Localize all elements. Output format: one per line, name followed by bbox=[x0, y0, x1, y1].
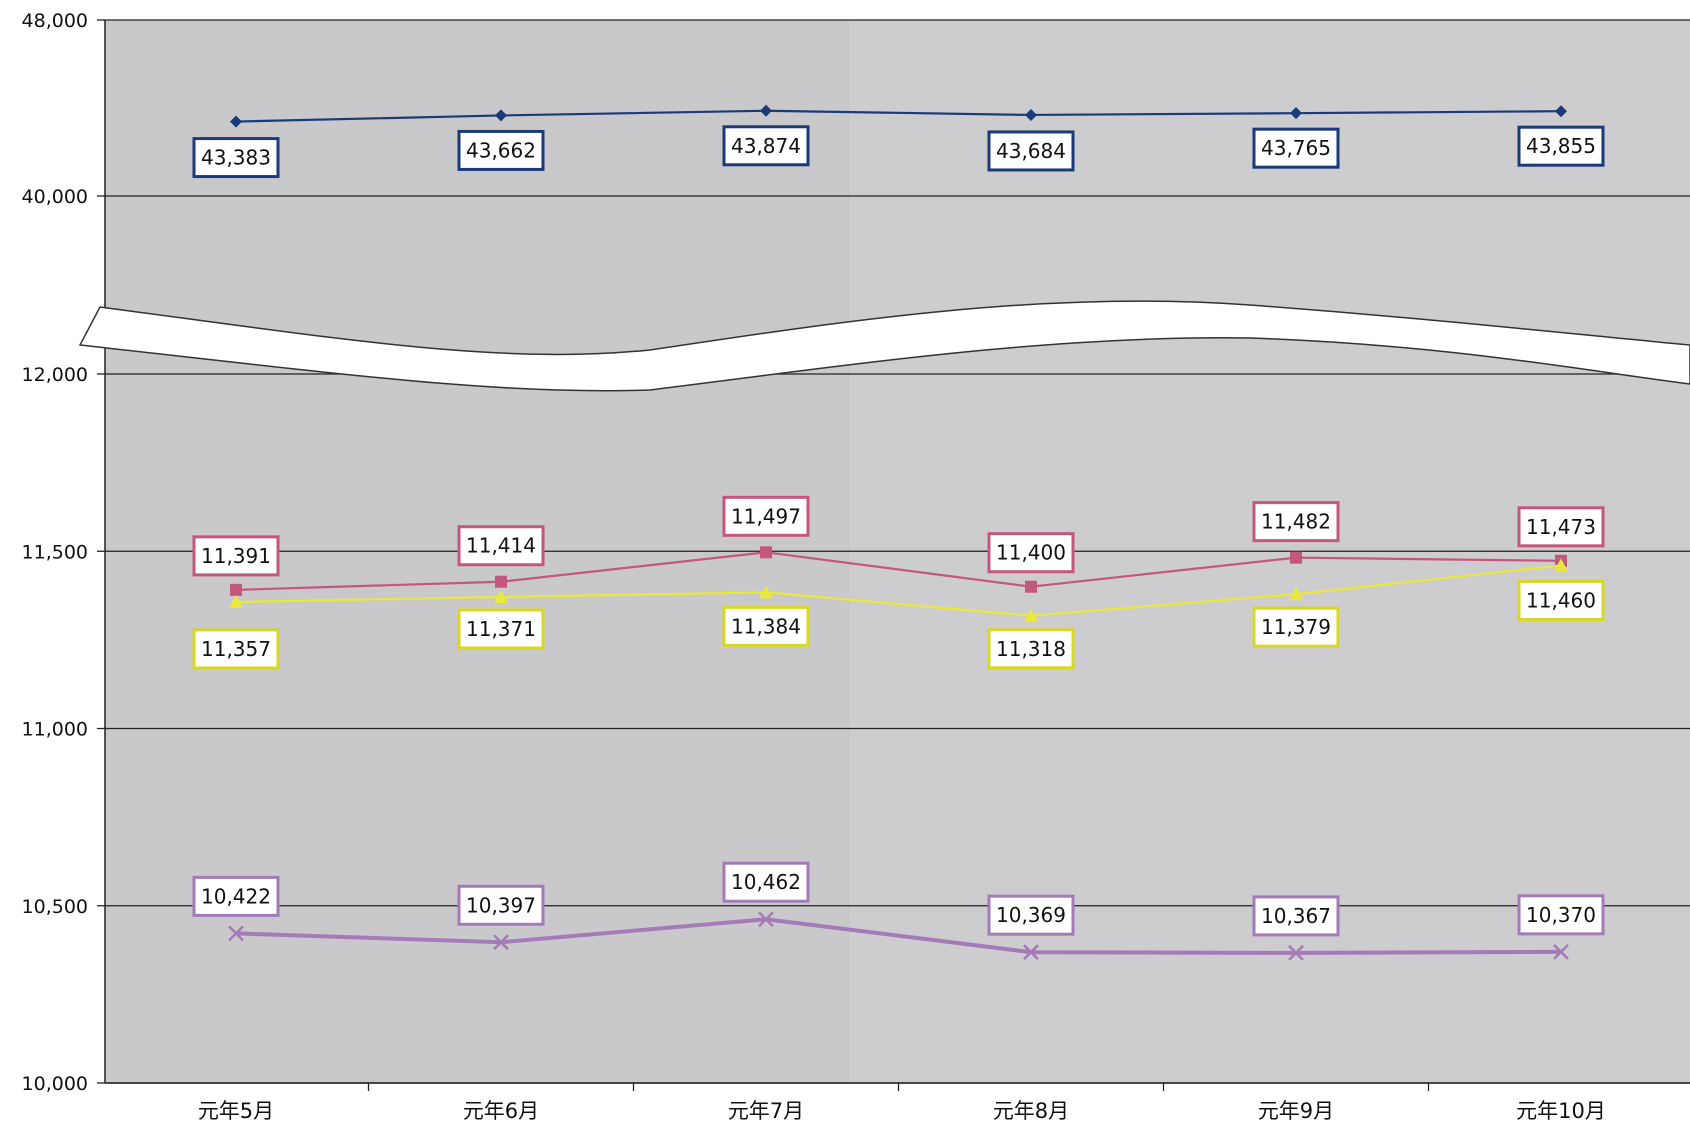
data-point bbox=[495, 109, 507, 122]
data-label-box bbox=[722, 861, 810, 903]
series-2: 11,391 11,414 11,497 11,400 11,482 11,473 bbox=[192, 495, 1605, 596]
series-4: 10,422 10,397 10,462 10,369 10,367 10,370 bbox=[192, 861, 1605, 961]
data-point bbox=[759, 585, 773, 599]
data-label-box bbox=[1252, 127, 1340, 169]
data-label-box bbox=[192, 875, 280, 917]
data-label: 10,369 bbox=[996, 903, 1066, 927]
axes bbox=[97, 19, 1690, 1091]
data-label-box bbox=[1517, 894, 1605, 936]
y-tick-label: 11,000 bbox=[22, 719, 88, 741]
x-tick-labels: 元年5月 元年6月 元年7月 元年8月 元年9月 元年10月 bbox=[198, 1099, 1606, 1123]
series-line bbox=[235, 551, 1562, 591]
axis-break bbox=[78, 300, 1690, 392]
data-point bbox=[1289, 587, 1303, 601]
data-label: 11,391 bbox=[201, 544, 271, 568]
data-point bbox=[1290, 107, 1302, 120]
data-label-box bbox=[457, 608, 545, 650]
data-label-box bbox=[457, 525, 545, 567]
data-label-box bbox=[457, 129, 545, 171]
data-label: 11,318 bbox=[996, 637, 1066, 661]
data-label: 11,357 bbox=[201, 637, 271, 661]
data-point bbox=[230, 115, 242, 128]
data-label-box bbox=[192, 137, 280, 179]
data-point bbox=[1553, 943, 1569, 960]
y-tick-label: 10,000 bbox=[22, 1073, 88, 1095]
data-label: 11,460 bbox=[1526, 588, 1596, 612]
data-label: 43,662 bbox=[466, 138, 536, 162]
data-label: 10,367 bbox=[1261, 904, 1331, 928]
data-point bbox=[1024, 608, 1038, 622]
data-label: 43,874 bbox=[731, 134, 801, 158]
data-label-box bbox=[987, 532, 1075, 574]
series-3: 11,357 11,371 11,384 11,318 11,379 11,460 bbox=[192, 558, 1605, 670]
series-layer: 43,383 43,662 43,874 43,684 43,765 43,855 11,3… bbox=[192, 104, 1605, 961]
data-label: 11,473 bbox=[1526, 515, 1596, 539]
data-label-box bbox=[722, 605, 810, 647]
y-tick-label: 11,500 bbox=[22, 541, 88, 563]
data-point bbox=[494, 589, 508, 603]
x-tick-label: 元年9月 bbox=[1258, 1099, 1334, 1123]
data-point bbox=[1025, 580, 1037, 593]
y-tick-labels: 48,000 40,000 12,000 11,500 11,000 10,500 10,0… bbox=[22, 10, 88, 1095]
data-label: 11,414 bbox=[466, 534, 536, 558]
data-label-box bbox=[1517, 579, 1605, 621]
x-tick-label: 元年5月 bbox=[198, 1099, 274, 1123]
y-tick-label: 12,000 bbox=[22, 364, 88, 386]
data-label-box bbox=[1252, 501, 1340, 543]
series-1: 43,383 43,662 43,874 43,684 43,765 43,855 bbox=[192, 104, 1605, 179]
data-label-box bbox=[722, 125, 810, 167]
series-line bbox=[235, 564, 1562, 617]
data-point bbox=[758, 911, 774, 928]
series-line bbox=[235, 109, 1562, 123]
data-label: 10,370 bbox=[1526, 903, 1596, 927]
data-point bbox=[760, 546, 772, 559]
x-tick-label: 元年8月 bbox=[993, 1099, 1069, 1123]
data-label: 11,400 bbox=[996, 541, 1066, 565]
data-point bbox=[1023, 944, 1039, 961]
data-point bbox=[760, 104, 772, 117]
data-point bbox=[229, 594, 243, 608]
data-label: 43,765 bbox=[1261, 136, 1331, 160]
y-tick-label: 48,000 bbox=[22, 10, 88, 32]
x-tick-label: 元年6月 bbox=[463, 1099, 539, 1123]
data-label-box bbox=[457, 884, 545, 926]
data-point bbox=[228, 925, 244, 942]
data-point bbox=[493, 934, 509, 951]
data-label: 43,684 bbox=[996, 139, 1066, 163]
data-label: 10,422 bbox=[201, 884, 271, 908]
data-point bbox=[1288, 945, 1304, 961]
y-tick-label: 10,500 bbox=[22, 896, 88, 918]
data-label-box bbox=[987, 130, 1075, 172]
data-label: 11,482 bbox=[1261, 510, 1331, 534]
y-tick-label: 40,000 bbox=[22, 186, 88, 208]
series-line bbox=[235, 917, 1562, 955]
data-label-box bbox=[1252, 895, 1340, 937]
data-label-box bbox=[722, 495, 810, 537]
data-label-box bbox=[192, 628, 280, 670]
data-label-box bbox=[987, 894, 1075, 936]
x-tick-label: 元年10月 bbox=[1516, 1099, 1606, 1123]
data-label-box bbox=[987, 628, 1075, 670]
data-label: 43,383 bbox=[201, 146, 271, 170]
data-point bbox=[495, 575, 507, 588]
data-label: 11,371 bbox=[466, 617, 536, 641]
data-label-box bbox=[1252, 606, 1340, 648]
data-point bbox=[1555, 105, 1567, 118]
data-label: 11,384 bbox=[731, 614, 801, 638]
data-point bbox=[1554, 558, 1568, 572]
data-label: 10,462 bbox=[731, 870, 801, 894]
data-label: 11,497 bbox=[731, 504, 801, 528]
x-tick-label: 元年7月 bbox=[728, 1099, 804, 1123]
data-label: 11,379 bbox=[1261, 615, 1331, 639]
data-point bbox=[1025, 108, 1037, 121]
data-label-box bbox=[192, 535, 280, 577]
data-point bbox=[230, 583, 242, 596]
data-label-box bbox=[1517, 506, 1605, 548]
data-label: 43,855 bbox=[1526, 134, 1596, 158]
data-label: 10,397 bbox=[466, 893, 536, 917]
data-point bbox=[1290, 551, 1302, 564]
data-label-box bbox=[1517, 125, 1605, 167]
